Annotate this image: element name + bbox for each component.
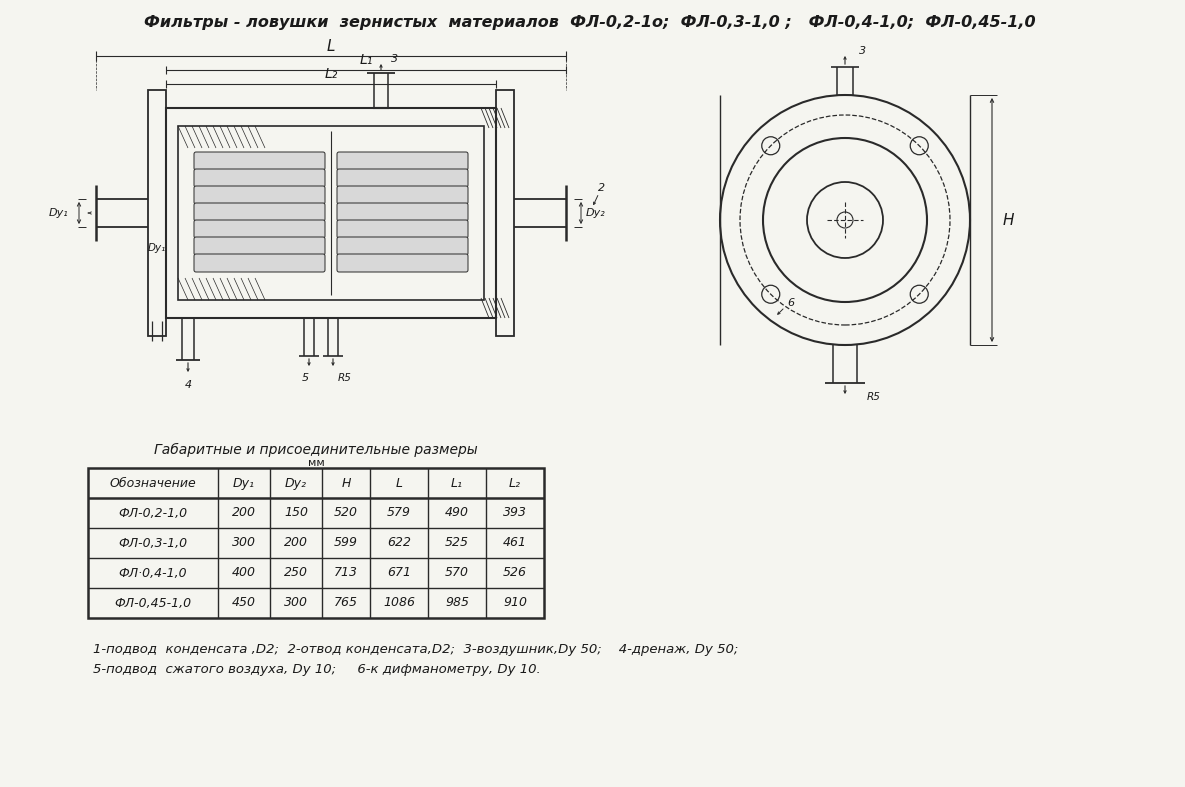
FancyBboxPatch shape <box>194 220 325 238</box>
Text: 713: 713 <box>334 567 358 579</box>
Text: 765: 765 <box>334 597 358 609</box>
FancyBboxPatch shape <box>194 169 325 187</box>
Text: 200: 200 <box>284 537 308 549</box>
Text: 985: 985 <box>446 597 469 609</box>
Text: ФЛ-0,3-1,0: ФЛ-0,3-1,0 <box>118 537 187 549</box>
Text: L₁: L₁ <box>359 53 373 67</box>
Text: 393: 393 <box>502 507 527 519</box>
Bar <box>148 90 166 336</box>
Text: 579: 579 <box>387 507 411 519</box>
Text: 5-подвод  сжатого воздуха, Dy 10;     6-к дифманометру, Dy 10.: 5-подвод сжатого воздуха, Dy 10; 6-к диф… <box>92 663 540 677</box>
Text: 4: 4 <box>185 380 192 390</box>
FancyBboxPatch shape <box>194 254 325 272</box>
Text: 450: 450 <box>232 597 256 609</box>
Bar <box>166 108 497 318</box>
Text: 671: 671 <box>387 567 411 579</box>
FancyBboxPatch shape <box>194 186 325 204</box>
Text: мм: мм <box>308 458 325 468</box>
Text: 526: 526 <box>502 567 527 579</box>
Text: Обозначение: Обозначение <box>110 476 197 490</box>
FancyBboxPatch shape <box>337 169 468 187</box>
Text: 400: 400 <box>232 567 256 579</box>
FancyBboxPatch shape <box>337 152 468 170</box>
Text: 150: 150 <box>284 507 308 519</box>
Text: Dy₂: Dy₂ <box>587 208 606 218</box>
Text: H: H <box>1003 212 1013 227</box>
Text: 1086: 1086 <box>383 597 415 609</box>
Text: 599: 599 <box>334 537 358 549</box>
Text: R5: R5 <box>338 373 352 383</box>
Bar <box>497 90 514 336</box>
Text: 2: 2 <box>598 183 606 193</box>
Text: 570: 570 <box>446 567 469 579</box>
Text: ФЛ-0,2-1,0: ФЛ-0,2-1,0 <box>118 507 187 519</box>
Text: Габаритные и присоединительные размеры: Габаритные и присоединительные размеры <box>154 443 478 457</box>
Text: Dy₁: Dy₁ <box>233 476 255 490</box>
Text: 3: 3 <box>391 54 398 64</box>
Text: 520: 520 <box>334 507 358 519</box>
Text: 6: 6 <box>788 298 795 308</box>
Text: 490: 490 <box>446 507 469 519</box>
Text: R5: R5 <box>867 392 880 402</box>
Text: H: H <box>341 476 351 490</box>
Text: Dy₁: Dy₁ <box>148 243 166 253</box>
Text: Фильтры - ловушки  зернистых  материалов  ФЛ-0,2-1о;  ФЛ-0,3-1,0 ;   ФЛ-0,4-1,0;: Фильтры - ловушки зернистых материалов Ф… <box>145 14 1036 29</box>
Bar <box>88 468 544 618</box>
Text: 250: 250 <box>284 567 308 579</box>
Text: 910: 910 <box>502 597 527 609</box>
FancyBboxPatch shape <box>194 203 325 221</box>
Text: L₁: L₁ <box>451 476 463 490</box>
FancyBboxPatch shape <box>337 203 468 221</box>
FancyBboxPatch shape <box>337 254 468 272</box>
Text: 3: 3 <box>859 46 866 56</box>
Text: 5: 5 <box>301 373 308 383</box>
FancyBboxPatch shape <box>337 186 468 204</box>
Text: L₂: L₂ <box>325 67 338 81</box>
Text: 622: 622 <box>387 537 411 549</box>
FancyBboxPatch shape <box>337 220 468 238</box>
FancyBboxPatch shape <box>194 237 325 255</box>
Text: L: L <box>327 39 335 54</box>
Text: ФЛ·0,4-1,0: ФЛ·0,4-1,0 <box>118 567 187 579</box>
FancyBboxPatch shape <box>194 152 325 170</box>
Text: 1-подвод  конденсата ,D2;  2-отвод конденсата,D2;  3-воздушник,Dy 50;    4-дрена: 1-подвод конденсата ,D2; 2-отвод конденс… <box>92 644 738 656</box>
Text: 300: 300 <box>232 537 256 549</box>
Text: 200: 200 <box>232 507 256 519</box>
Text: Dy₁: Dy₁ <box>49 208 69 218</box>
Text: 525: 525 <box>446 537 469 549</box>
Bar <box>178 126 483 300</box>
FancyBboxPatch shape <box>337 237 468 255</box>
Text: 461: 461 <box>502 537 527 549</box>
Text: L₂: L₂ <box>510 476 521 490</box>
Text: 300: 300 <box>284 597 308 609</box>
Text: Dy₂: Dy₂ <box>286 476 307 490</box>
Text: ФЛ-0,45-1,0: ФЛ-0,45-1,0 <box>115 597 192 609</box>
Text: L: L <box>396 476 403 490</box>
